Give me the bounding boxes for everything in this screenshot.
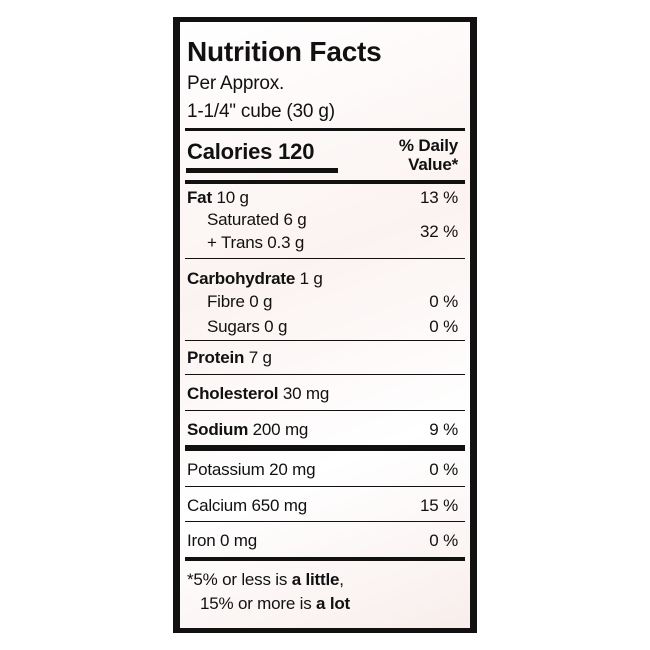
nutrient: Calcium 650 mg <box>187 496 308 515</box>
serving-line: 1-1/4" cube (30 g) <box>187 101 335 122</box>
rule <box>185 258 465 259</box>
nutrient-amount: 1 g <box>299 269 323 288</box>
daily-value: 0 % <box>429 317 458 336</box>
rule <box>185 374 465 375</box>
nutrient-name: Cholesterol <box>187 384 279 403</box>
nutrient-name: Carbohydrate <box>187 269 296 288</box>
footnote-text: , <box>339 570 344 589</box>
nutrient: Sodium 200 mg <box>187 420 308 440</box>
footnote-text: *5% or less is <box>187 570 292 589</box>
sub-nutrient: + Trans 0.3 g <box>207 233 305 252</box>
daily-value: 0 % <box>429 531 458 550</box>
daily-value: 32 % <box>420 222 458 241</box>
footnote-bold: a little <box>291 570 340 589</box>
daily-value: 13 % <box>420 188 458 207</box>
sub-nutrient: Saturated 6 g <box>207 210 307 229</box>
footnote-bold: a lot <box>316 594 350 613</box>
nutrient-name: Fat <box>187 188 212 207</box>
nutrient: Potassium 20 mg <box>187 460 316 479</box>
nutrient: Iron 0 mg <box>187 531 258 550</box>
rule <box>185 445 465 451</box>
footnote: *5% or less is a little, <box>187 570 344 590</box>
rule <box>185 521 465 522</box>
rule <box>185 340 465 341</box>
nutrient: Fat 10 g <box>187 188 249 208</box>
serving-line: Per Approx. <box>187 73 285 94</box>
daily-value: 0 % <box>429 460 458 479</box>
nutrient-amount: 10 g <box>216 188 249 207</box>
rule <box>185 410 465 411</box>
daily-value: 0 % <box>429 292 458 311</box>
nutrient-name: Sodium <box>187 420 249 439</box>
footnote: 15% or more is a lot <box>200 594 350 614</box>
title: Nutrition Facts <box>187 36 382 67</box>
dv-header: % Daily <box>398 136 458 155</box>
footnote-text: 15% or more is <box>200 594 317 613</box>
calories: Calories 120 <box>187 139 315 164</box>
dv-header: Value* <box>408 155 458 174</box>
nutrient: Cholesterol 30 mg <box>187 384 329 404</box>
nutrient-amount: 30 mg <box>282 384 330 403</box>
daily-value: 15 % <box>420 496 458 515</box>
nutrient-amount: 200 mg <box>252 420 309 439</box>
label-panel: Nutrition Facts Per Approx. 1-1/4" cube … <box>180 22 470 628</box>
rule <box>185 486 465 487</box>
sub-nutrient: Sugars 0 g <box>207 317 288 336</box>
nutrient: Protein 7 g <box>187 348 272 368</box>
rule <box>185 180 465 184</box>
rule <box>186 168 338 173</box>
daily-value: 9 % <box>429 420 458 439</box>
nutrient: Carbohydrate 1 g <box>187 269 323 289</box>
nutrient-amount: 7 g <box>248 348 272 367</box>
nutrient-name: Protein <box>187 348 245 367</box>
rule <box>185 557 465 561</box>
sub-nutrient: Fibre 0 g <box>207 292 273 311</box>
nutrition-label: Nutrition Facts Per Approx. 1-1/4" cube … <box>173 17 477 633</box>
rule <box>185 128 465 131</box>
